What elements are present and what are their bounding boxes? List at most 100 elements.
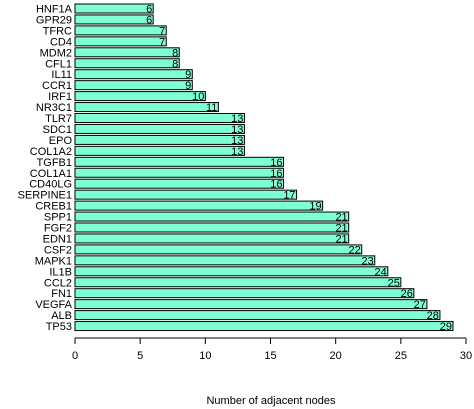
x-tick-label: 30	[460, 350, 472, 362]
value-label: 8	[172, 47, 178, 59]
x-tick-label: 15	[264, 350, 276, 362]
category-label: FN1	[51, 288, 72, 300]
value-label: 23	[362, 255, 374, 267]
category-label: TGFB1	[37, 157, 72, 169]
category-label: HNF1A	[36, 4, 73, 16]
value-label: 13	[231, 113, 243, 125]
category-label: CCL2	[44, 277, 72, 289]
bar-mapk1	[74, 255, 376, 266]
category-label: SPP1	[44, 212, 72, 224]
category-label: COL1A2	[30, 146, 72, 158]
value-label: 6	[146, 14, 152, 26]
x-axis: 0 5 10 15 20 25 30	[72, 337, 472, 362]
bar-cd4	[74, 36, 167, 47]
bar-fgf2	[74, 222, 350, 233]
value-label: 28	[427, 310, 439, 322]
bar-tp53	[74, 321, 454, 332]
category-label: FGF2	[44, 223, 72, 235]
category-label: VEGFA	[35, 299, 72, 311]
category-label: IL11	[51, 69, 72, 81]
bar-gpr29	[74, 14, 154, 25]
value-label: 24	[375, 266, 387, 278]
bar-epo	[74, 134, 245, 145]
bar-col1a2	[74, 145, 245, 156]
category-label: SDC1	[43, 124, 72, 136]
value-label: 21	[335, 233, 347, 245]
bar-creb1	[74, 200, 324, 211]
bars-group	[74, 3, 454, 332]
value-labels: 6677889910111313131316161617192121212223…	[146, 4, 452, 334]
category-label: EDN1	[43, 233, 72, 245]
bar-tgfb1	[74, 156, 285, 167]
value-label: 21	[335, 223, 347, 235]
category-label: MDM2	[40, 47, 72, 59]
category-label: CD4	[50, 36, 72, 48]
category-label: TP53	[46, 321, 72, 333]
category-label: MAPK1	[35, 255, 72, 267]
value-label: 29	[440, 321, 452, 333]
value-label: 17	[283, 190, 295, 202]
bar-irf1	[74, 91, 206, 102]
x-tick-label: 5	[137, 350, 143, 362]
value-label: 21	[335, 212, 347, 224]
bar-mdm2	[74, 47, 180, 58]
category-label: CD40LG	[29, 179, 72, 191]
category-label: GPR29	[36, 14, 72, 26]
value-label: 9	[185, 80, 191, 92]
value-label: 10	[192, 91, 204, 103]
category-label: TFRC	[43, 25, 72, 37]
bar-fn1	[74, 288, 415, 299]
bar-serpine1	[74, 189, 298, 200]
bar-nr3c1	[74, 102, 219, 113]
x-axis-title: Number of adjacent nodes	[206, 395, 336, 407]
value-label: 26	[401, 288, 413, 300]
bar-il1b	[74, 266, 389, 277]
bar-ccl2	[74, 277, 402, 288]
x-tick-label: 10	[199, 350, 211, 362]
category-labels: HNF1AGPR29TFRCCD4MDM2CFL1IL11CCR1IRF1NR3…	[18, 4, 73, 334]
bar-hnf1a	[74, 3, 154, 14]
value-label: 8	[172, 58, 178, 70]
bar-sdc1	[74, 123, 245, 134]
value-label: 16	[270, 168, 282, 180]
bar-vegfa	[74, 299, 428, 310]
bar-csf2	[74, 244, 363, 255]
x-tick-label: 0	[72, 350, 78, 362]
category-label: TLR7	[45, 113, 72, 125]
bar-col1a1	[74, 167, 285, 178]
value-label: 7	[159, 25, 165, 37]
value-label: 7	[159, 36, 165, 48]
bar-alb	[74, 310, 441, 321]
value-label: 25	[388, 277, 400, 289]
x-tick-label: 20	[330, 350, 342, 362]
category-label: IRF1	[48, 91, 72, 103]
value-label: 11	[206, 102, 217, 114]
value-label: 27	[414, 299, 426, 311]
bar-ccr1	[74, 80, 193, 91]
category-label: CSF2	[44, 244, 72, 256]
bar-edn1	[74, 233, 350, 244]
category-label: CCR1	[42, 80, 72, 92]
value-label: 13	[231, 124, 243, 136]
bar-il11	[74, 69, 193, 80]
value-label: 6	[146, 4, 152, 16]
category-label: COL1A1	[30, 168, 72, 180]
bar-cd40lg	[74, 178, 285, 189]
value-label: 16	[270, 179, 282, 191]
bar-cfl1	[74, 58, 180, 69]
x-tick-label: 25	[395, 350, 407, 362]
bar-spp1	[74, 211, 350, 222]
value-label: 19	[309, 201, 321, 213]
category-label: CREB1	[35, 201, 72, 213]
category-label: EPO	[49, 135, 73, 147]
bar-tfrc	[74, 25, 167, 36]
value-label: 22	[348, 244, 360, 256]
bar-tlr7	[74, 113, 245, 123]
category-label: IL1B	[49, 266, 72, 278]
value-label: 13	[231, 146, 243, 158]
category-label: CFL1	[45, 58, 72, 70]
category-label: SERPINE1	[18, 190, 72, 202]
category-label: ALB	[51, 310, 72, 322]
value-label: 9	[185, 69, 191, 81]
